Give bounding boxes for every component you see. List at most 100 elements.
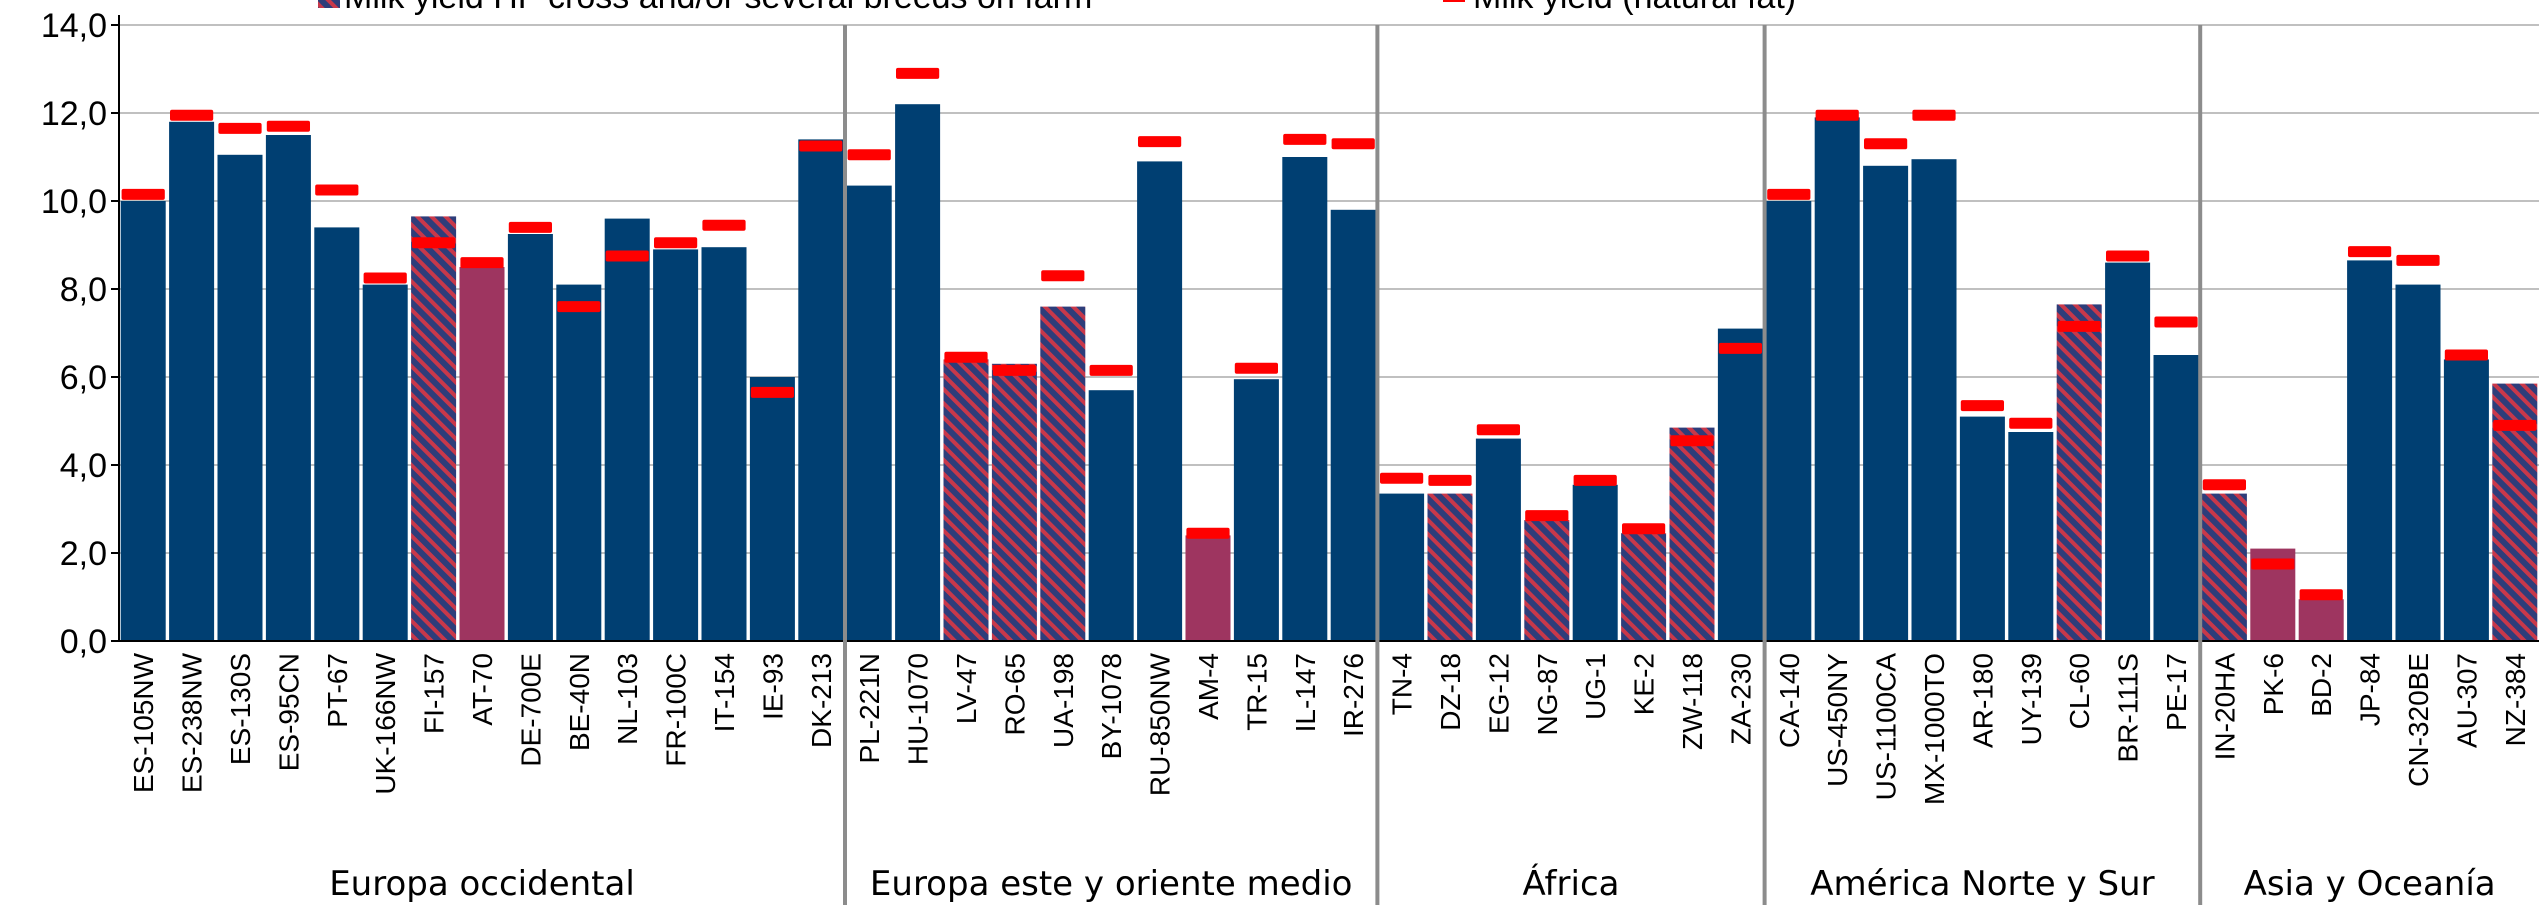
y-tick-label: 14,0 <box>41 7 107 45</box>
marker-jp-84 <box>2347 246 2392 258</box>
bar-ug-1 <box>1572 484 1618 641</box>
region-label: Asia y Oceanía <box>2244 864 2496 904</box>
x-tick-label: FI-157 <box>419 653 450 734</box>
x-tick-label: AT-70 <box>467 653 498 726</box>
bar-us-1100ca <box>1863 165 1909 642</box>
x-tick-label: DK-213 <box>806 653 837 748</box>
bar-ro-65 <box>991 363 1037 641</box>
marker-in-20ha <box>2202 479 2247 491</box>
bar-es-95cn <box>265 135 311 641</box>
marker-ir-276 <box>1331 138 1375 150</box>
x-tick-label: FR-100C <box>661 653 692 767</box>
y-tick-label: 8,0 <box>60 271 107 309</box>
marker-cl-60 <box>2057 320 2101 332</box>
bar-br-111s <box>2105 262 2151 641</box>
legend-swatch-marker <box>1443 0 1465 2</box>
x-tick-label: UA-198 <box>1048 653 1079 748</box>
bar-mx-1000to <box>1911 159 1957 641</box>
legend-label: Milk yield HF cross and/or several breed… <box>344 0 1092 16</box>
x-tick-label: CL-60 <box>2064 653 2095 729</box>
marker-ug-1 <box>1573 474 1617 486</box>
x-tick-label: ES-238NW <box>177 652 208 793</box>
x-tick-label: NZ-384 <box>2500 653 2531 746</box>
marker-cn-320be <box>2396 254 2440 266</box>
x-tick-label: BD-2 <box>2306 653 2337 717</box>
bar-bd-2 <box>2298 599 2344 641</box>
marker-tr-15 <box>1234 362 1279 374</box>
x-tick-label: LV-47 <box>951 653 982 724</box>
region-label: América Norte y Sur <box>1810 864 2154 904</box>
legend: Milk yield HF cross and/or several breed… <box>318 0 1796 16</box>
x-tick-label: PT-67 <box>322 653 353 728</box>
bar-tn-4 <box>1379 493 1425 641</box>
x-tick-label: BY-1078 <box>1096 653 1127 759</box>
marker-ie-93 <box>750 386 795 398</box>
marker-es-130s <box>218 122 262 134</box>
region-label: África <box>1523 863 1620 904</box>
marker-es-105nw <box>121 188 165 200</box>
x-tick-label: EG-12 <box>1483 653 1514 734</box>
x-tick-label: NL-103 <box>612 653 643 745</box>
bar-ng-87 <box>1524 520 1570 641</box>
marker-eg-12 <box>1476 424 1521 436</box>
x-tick-label: IN-20HA <box>2209 653 2240 761</box>
x-tick-label: RO-65 <box>999 653 1030 735</box>
x-tick-label: JP-84 <box>2355 653 2386 726</box>
marker-pk-6 <box>2251 558 2295 570</box>
x-tick-label: MX-1000TO <box>1919 653 1950 805</box>
y-tick-label: 12,0 <box>41 95 107 133</box>
x-tick-label: DE-700E <box>515 653 546 767</box>
x-tick-label: IT-154 <box>709 653 740 732</box>
bar-es-238nw <box>169 121 215 642</box>
bar-pl-221n <box>846 185 892 641</box>
labels: 0,0 2,0 4,0 6,0 8,0 10,0 12,0 14,0 ES-105NW ES-23… <box>41 7 2531 904</box>
bar-pe-17 <box>2153 355 2199 641</box>
marker-ru-850nw <box>1137 136 1182 148</box>
bar-il-147 <box>1282 157 1328 641</box>
bar-uy-139 <box>2008 432 2054 641</box>
marker-lv-47 <box>944 351 988 363</box>
x-tick-label: TN-4 <box>1387 653 1418 715</box>
bar-tr-15 <box>1233 379 1279 641</box>
bar-fr-100c <box>653 249 699 641</box>
bar-pt-67 <box>314 227 360 641</box>
legend-swatch-hatched <box>318 0 340 8</box>
bar-it-154 <box>701 247 747 641</box>
x-tick-label: ZW-118 <box>1677 653 1708 750</box>
marker-es-238nw <box>169 109 214 121</box>
marker-il-147 <box>1283 133 1327 145</box>
bar-am-4 <box>1185 535 1231 641</box>
bar-ca-140 <box>1766 201 1812 641</box>
bar-es-105nw <box>120 201 166 641</box>
bar-fi-157 <box>411 216 457 641</box>
bar-zw-118 <box>1669 427 1715 641</box>
x-tick-label: AU-307 <box>2451 653 2482 748</box>
bar-in-20ha <box>2201 493 2247 641</box>
y-tick-label: 2,0 <box>60 535 107 573</box>
marker-at-70 <box>460 257 504 269</box>
x-tick-label: HU-1070 <box>903 653 934 765</box>
bar-uk-166nw <box>362 284 408 641</box>
marker-fi-157 <box>411 237 456 249</box>
bar-eg-12 <box>1475 438 1521 641</box>
marker-pt-67 <box>315 184 359 196</box>
bar-at-70 <box>459 267 505 641</box>
x-tick-label: IR-276 <box>1338 653 1369 737</box>
marker-br-111s <box>2105 250 2150 262</box>
bar-dz-18 <box>1427 493 1473 641</box>
marker-hu-1070 <box>895 67 940 79</box>
axes <box>111 15 2539 905</box>
marker-uy-139 <box>2009 417 2053 429</box>
marker-mx-1000to <box>1912 109 1956 121</box>
x-tick-label: BE-40N <box>564 653 595 751</box>
marker-us-450ny <box>1815 109 1859 121</box>
marker-nl-103 <box>605 250 649 262</box>
y-tick-label: 4,0 <box>60 447 107 485</box>
bar-es-130s <box>217 154 263 642</box>
bar-be-40n <box>556 284 602 641</box>
bar-lv-47 <box>943 359 989 641</box>
x-tick-label: ES-105NW <box>128 652 159 793</box>
x-tick-label: PE-17 <box>2161 653 2192 731</box>
bar-jp-84 <box>2347 260 2393 641</box>
marker-pl-221n <box>847 149 891 161</box>
